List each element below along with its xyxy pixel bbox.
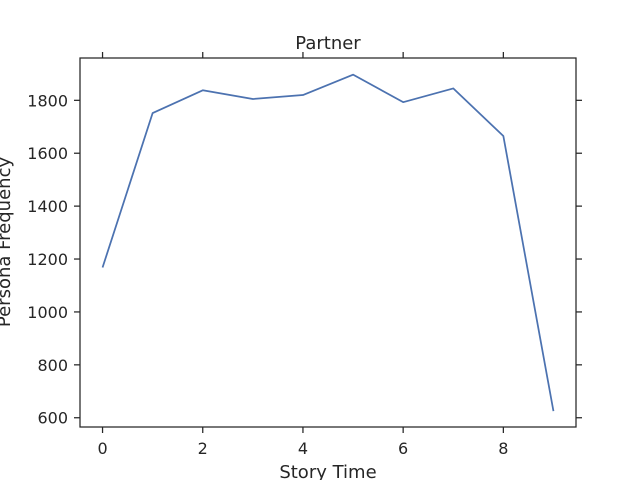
y-tick-label: 600: [37, 409, 68, 428]
x-tick-label: 0: [97, 439, 107, 458]
y-tick-label: 1600: [27, 144, 68, 163]
y-axis: 600 800 1000 1200 1400 1600 1800: [27, 91, 582, 428]
y-axis-label: Persona Frequency: [0, 157, 15, 328]
y-tick-label: 1000: [27, 303, 68, 322]
x-tick-label: 6: [398, 439, 408, 458]
x-axis: 0 2 4 6 8: [97, 52, 508, 458]
y-tick-label: 1200: [27, 250, 68, 269]
y-tick-label: 800: [37, 356, 68, 375]
series-line: [101, 73, 555, 412]
y-tick-label: 1400: [27, 197, 68, 216]
x-tick-label: 4: [298, 439, 308, 458]
series-layer: [101, 73, 555, 412]
x-tick-label: 2: [198, 439, 208, 458]
x-tick-label: 8: [498, 439, 508, 458]
plot-frame: [79, 57, 577, 428]
x-axis-label: Story Time: [279, 462, 376, 480]
y-tick-label: 1800: [27, 91, 68, 110]
chart-title: Partner: [295, 33, 361, 54]
